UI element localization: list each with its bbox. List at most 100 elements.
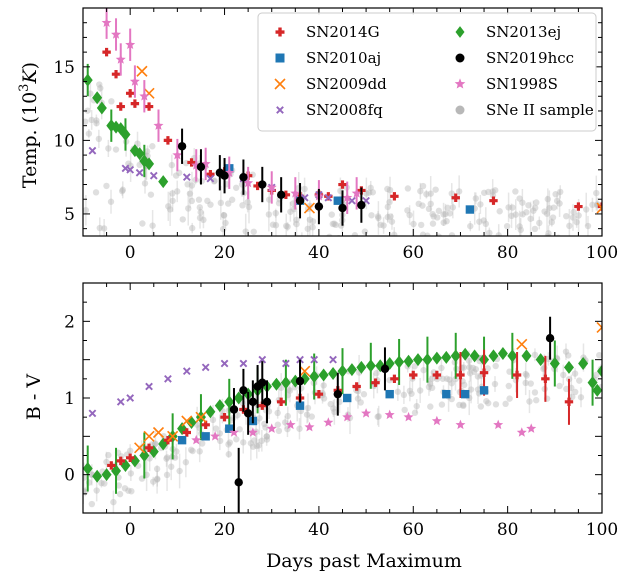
sample-point — [272, 222, 280, 229]
sample-point — [197, 209, 204, 216]
series-sn2013ej — [83, 63, 169, 189]
sample-point — [293, 216, 300, 224]
sample-point — [232, 184, 240, 191]
data-point — [535, 353, 546, 367]
sample-point — [430, 213, 437, 220]
data-point — [229, 405, 239, 414]
sample-point — [351, 232, 359, 236]
sample-point — [531, 389, 539, 396]
sample-point — [196, 214, 204, 222]
sample-point — [400, 391, 408, 399]
sample-point — [577, 394, 585, 401]
legend-label: SN2010aj — [306, 49, 381, 67]
sample-point — [357, 399, 364, 406]
sample-point — [253, 442, 260, 450]
data-point — [403, 354, 414, 368]
sample-point — [188, 182, 196, 189]
sample-point — [147, 191, 155, 198]
sample-point — [505, 204, 512, 211]
sample-point — [482, 220, 490, 228]
sample-point — [326, 233, 333, 236]
data-point — [479, 386, 489, 395]
sample-point — [419, 231, 427, 236]
sample-point — [182, 459, 190, 466]
series-sn2013ej — [83, 332, 602, 494]
sample-point — [244, 198, 251, 206]
data-point — [337, 364, 348, 378]
sample-point — [247, 440, 255, 447]
sample-point — [425, 383, 433, 391]
data-point — [144, 157, 155, 171]
data-point — [102, 47, 111, 57]
sample-point — [544, 233, 551, 236]
data-point — [258, 355, 267, 364]
sample-point — [284, 412, 291, 420]
sample-point — [258, 437, 266, 444]
legend-label: SN2019hcc — [486, 49, 574, 67]
sample-point — [484, 399, 492, 407]
data-point — [371, 378, 380, 387]
data-point — [116, 102, 125, 111]
legend-label: SN2013ej — [486, 23, 561, 41]
sample-point — [491, 380, 499, 388]
sample-point — [455, 188, 463, 195]
sample-point — [121, 485, 129, 492]
sample-point — [139, 220, 146, 227]
sample-point — [483, 397, 490, 405]
series-sn2014g — [107, 349, 574, 470]
sample-point — [484, 365, 491, 372]
sample-point — [472, 365, 480, 373]
data-point — [196, 162, 206, 172]
sample-point — [101, 480, 108, 487]
sample-point — [93, 117, 100, 124]
data-point — [512, 370, 522, 380]
data-point — [280, 376, 291, 390]
sample-point — [533, 397, 540, 404]
sample-point — [557, 188, 564, 196]
data-point — [450, 349, 461, 363]
sample-point — [563, 385, 570, 393]
data-point — [290, 188, 301, 198]
sample-point — [186, 190, 194, 197]
data-point — [460, 389, 470, 399]
sample-point — [553, 197, 561, 205]
sample-point — [184, 181, 191, 188]
sample-point — [570, 242, 576, 248]
sample-point — [391, 231, 398, 236]
data-point — [488, 349, 499, 363]
sample-point — [525, 202, 532, 209]
data-point — [333, 196, 342, 205]
sample-point — [304, 404, 312, 412]
x-tick-label: 60 — [402, 520, 424, 540]
sample-point — [174, 188, 181, 195]
data-point — [120, 128, 131, 142]
data-point — [125, 453, 135, 462]
sample-point — [460, 402, 467, 410]
legend-label: SN2008fq — [306, 101, 383, 119]
color-index-panel-data — [83, 316, 602, 513]
sample-point — [418, 221, 425, 229]
sample-point — [440, 211, 447, 218]
sample-point — [465, 251, 471, 257]
sample-point — [249, 443, 257, 450]
data-point — [143, 430, 155, 442]
sample-point — [562, 348, 570, 355]
sample-point — [423, 190, 430, 198]
sample-point — [222, 219, 229, 227]
data-point — [333, 389, 342, 399]
data-point — [493, 419, 504, 430]
data-point — [136, 65, 148, 77]
sample-point — [506, 395, 513, 402]
data-point — [224, 167, 235, 177]
data-point — [258, 378, 267, 387]
sample-point — [84, 107, 91, 114]
data-point — [177, 142, 187, 151]
data-point — [101, 17, 112, 27]
sample-point — [404, 207, 411, 214]
sample-point — [502, 400, 509, 408]
data-point — [549, 357, 560, 370]
data-point — [116, 397, 125, 406]
sample-point — [469, 364, 477, 372]
sample-point — [150, 478, 157, 485]
sample-point — [374, 213, 382, 220]
